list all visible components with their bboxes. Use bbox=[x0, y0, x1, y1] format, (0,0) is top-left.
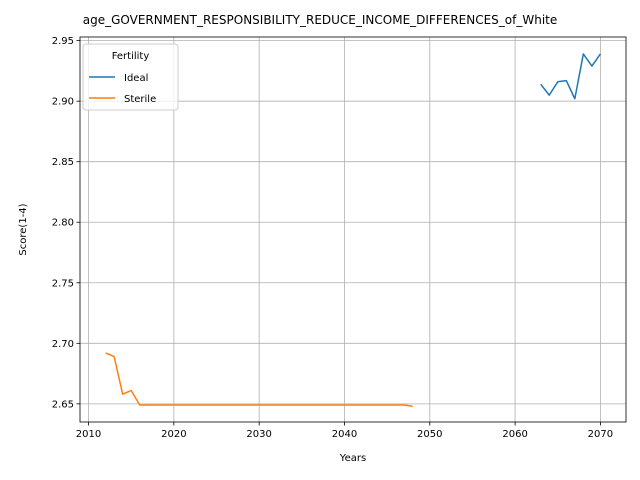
x-tick-label: 2020 bbox=[161, 429, 186, 440]
y-tick-label: 2.70 bbox=[52, 339, 74, 350]
x-tick-label: 2070 bbox=[588, 429, 613, 440]
x-tick-label: 2050 bbox=[417, 429, 442, 440]
y-tick-label: 2.75 bbox=[52, 278, 74, 289]
x-axis-label: Years bbox=[339, 453, 366, 464]
y-tick-label: 2.95 bbox=[52, 36, 74, 47]
legend-label-sterile: Sterile bbox=[124, 94, 156, 105]
x-tick-label: 2040 bbox=[332, 429, 357, 440]
y-tick-label: 2.85 bbox=[52, 157, 74, 168]
series-line-ideal bbox=[540, 53, 602, 100]
y-tick-label: 2.80 bbox=[52, 218, 74, 229]
y-axis-ticks: 2.65 2.70 2.75 2.80 2.85 2.90 2.95 bbox=[52, 36, 80, 410]
x-tick-label: 2030 bbox=[246, 429, 271, 440]
legend-title: Fertility bbox=[112, 51, 150, 62]
legend: Fertility Ideal Sterile bbox=[82, 43, 179, 111]
y-axis-label: Score(1-4) bbox=[18, 203, 29, 255]
legend-label-ideal: Ideal bbox=[124, 73, 148, 84]
chart-title: age_GOVERNMENT_RESPONSIBILITY_REDUCE_INC… bbox=[83, 13, 558, 27]
x-axis-ticks: 2010 2020 2030 2040 2050 2060 2070 bbox=[76, 422, 613, 440]
plot-frame bbox=[79, 36, 627, 423]
legend-box bbox=[82, 43, 179, 111]
series-layer bbox=[105, 53, 602, 408]
grid-lines bbox=[80, 37, 626, 422]
y-tick-label: 2.65 bbox=[52, 399, 74, 410]
x-tick-label: 2010 bbox=[76, 429, 101, 440]
y-tick-label: 2.90 bbox=[52, 97, 74, 108]
series-line-sterile bbox=[105, 352, 413, 408]
x-tick-label: 2060 bbox=[502, 429, 527, 440]
